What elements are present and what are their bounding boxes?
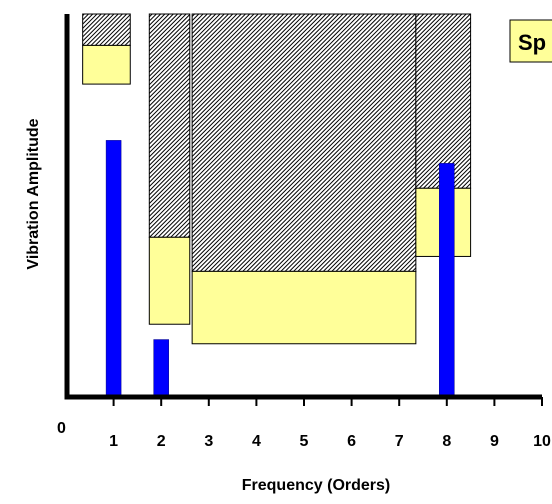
x-tick-label-2: 2	[157, 433, 166, 450]
x-tick-label-1: 1	[109, 433, 118, 450]
x-tick-label-4: 4	[252, 433, 261, 450]
alarm-bands	[82, 13, 472, 345]
band-2-hatch	[148, 13, 191, 238]
x-tick-label-8: 8	[442, 433, 451, 450]
band-1-hatch	[82, 13, 131, 46]
bar-2	[153, 339, 169, 398]
x-axis-title: Frequency (Orders)	[242, 477, 390, 494]
band-1-alert-zone	[82, 44, 131, 85]
x-tick-label-6: 6	[347, 433, 356, 450]
origin-label: 0	[57, 420, 66, 437]
band-3-alert-zone	[191, 270, 417, 345]
callout-box	[509, 19, 552, 63]
x-tick-label-10: 10	[533, 433, 551, 450]
x-tick-label-7: 7	[395, 433, 404, 450]
band-2-alert-zone	[148, 236, 191, 325]
callout-text: Sp	[518, 30, 546, 55]
spectrum-bars	[105, 140, 455, 398]
band-3-hatch	[191, 13, 417, 272]
callout: Sp	[509, 19, 552, 63]
x-tick-label-5: 5	[300, 433, 309, 450]
x-ticks: 1 2 3 4 5 6 7 8 9 10	[109, 397, 551, 450]
bar-3	[439, 163, 455, 398]
bar-1	[105, 140, 122, 398]
y-axis-title: Vibration Amplitude	[25, 118, 42, 269]
band-4-hatch	[415, 13, 472, 189]
x-tick-label-3: 3	[204, 433, 213, 450]
x-tick-label-9: 9	[490, 433, 499, 450]
